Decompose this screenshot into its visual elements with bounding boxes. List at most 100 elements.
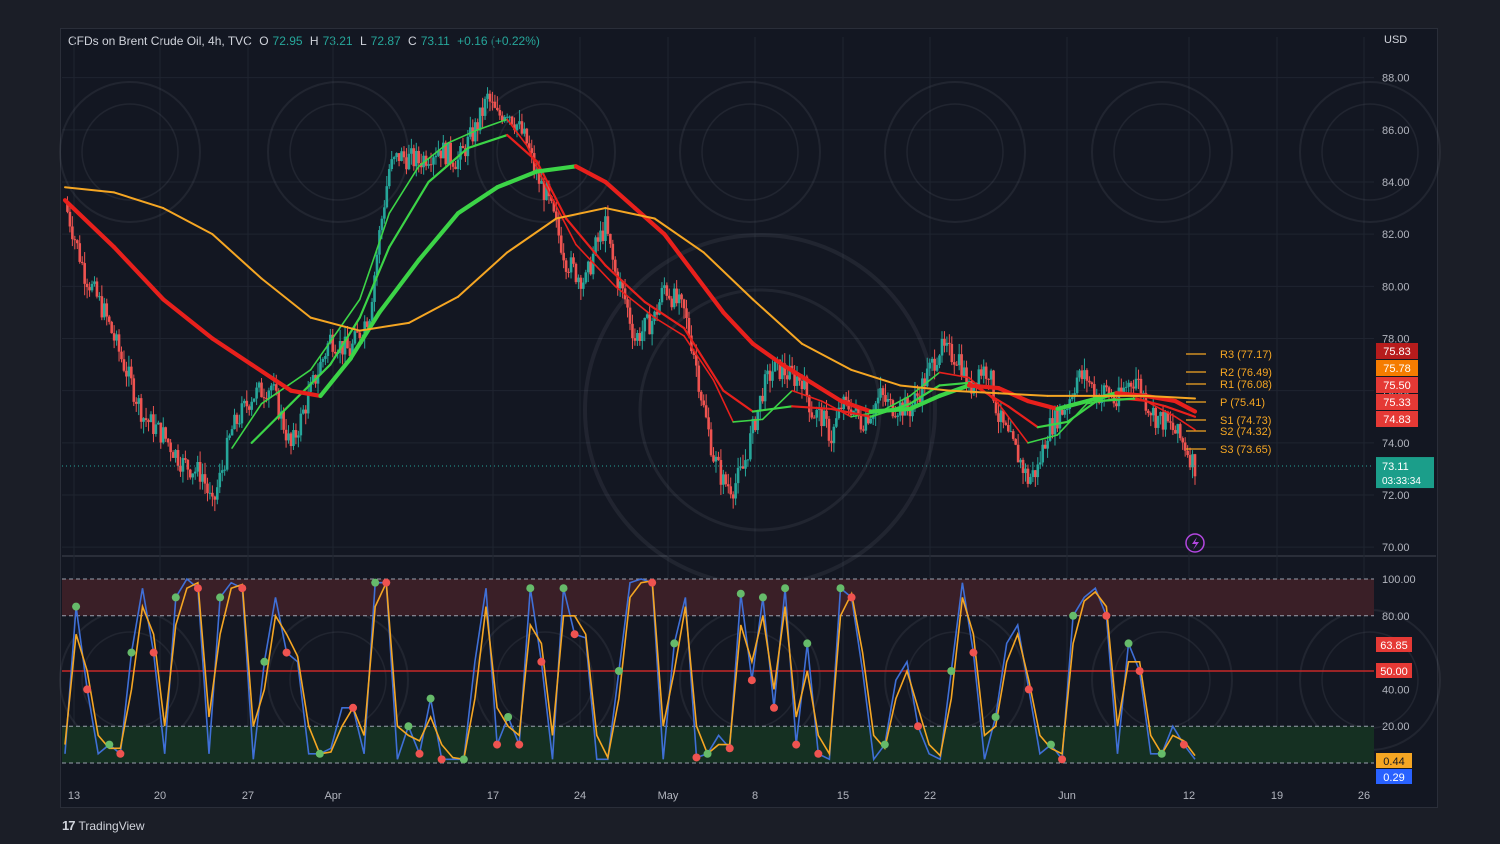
candle-body — [216, 487, 219, 500]
stoch-cross-dot — [914, 722, 923, 731]
candle-body — [274, 384, 278, 391]
ma-segment — [231, 402, 263, 449]
stoch-cross-dot — [493, 740, 502, 749]
stoch-value-tag: 50.00 — [1376, 663, 1412, 678]
candle-body — [628, 307, 632, 324]
candle-body — [166, 438, 170, 443]
ma-segment — [573, 164, 608, 185]
candle-body — [569, 257, 573, 273]
low-value: 72.87 — [370, 34, 401, 48]
candle-body — [1188, 455, 1192, 468]
price-tag: 75.50 — [1376, 377, 1418, 393]
lightning-icon[interactable] — [1185, 533, 1205, 553]
open-label: O — [259, 34, 269, 48]
candle-body — [771, 371, 774, 381]
candle-body — [938, 355, 941, 366]
candle-body — [812, 417, 816, 419]
price-tag-bg — [1376, 377, 1418, 393]
candle-body — [844, 396, 848, 401]
y-tick-label: 70.00 — [1382, 542, 1410, 554]
candle-body — [989, 370, 993, 380]
stoch-cross-dot — [238, 584, 247, 593]
candle-body — [810, 412, 814, 418]
candle-body — [402, 151, 406, 158]
stoch-cross-dot — [437, 755, 446, 764]
candle-body — [233, 414, 236, 430]
candle-body — [751, 418, 755, 434]
stoch-cross-dot — [792, 740, 801, 749]
ma-segment — [1173, 399, 1198, 414]
candle-body — [896, 415, 900, 417]
ma-segment — [1025, 399, 1060, 412]
candle-body — [1046, 440, 1049, 449]
candle-body — [545, 183, 548, 200]
candle-body — [1088, 380, 1091, 383]
close-value: 73.11 — [420, 34, 450, 48]
ma-segment — [526, 144, 548, 189]
stoch-cross-dot — [149, 648, 158, 657]
candle-body — [491, 101, 494, 103]
candle-body — [203, 474, 207, 484]
candle-body — [1154, 407, 1157, 428]
watermark-seal — [474, 81, 616, 223]
candle-body — [110, 321, 113, 334]
candle-body — [1024, 468, 1027, 474]
candle-body — [584, 272, 588, 283]
misc-marks — [1185, 533, 1205, 553]
price-tag-label: 75.83 — [1383, 346, 1411, 358]
stoch-cross-dot — [725, 744, 734, 753]
candle-body — [1102, 385, 1106, 396]
candle-body — [1019, 459, 1022, 463]
candle-body — [677, 294, 681, 304]
candle-body — [395, 153, 398, 158]
candle-body — [695, 355, 698, 366]
stoch-cross-dot — [847, 593, 856, 602]
candle-body — [1134, 378, 1138, 389]
candle-body — [1031, 470, 1035, 478]
candle-body — [451, 162, 455, 167]
stoch-cross-dot — [216, 593, 225, 602]
candle-body — [655, 311, 659, 315]
currency-label[interactable]: USD — [1384, 34, 1408, 46]
candle-body — [719, 460, 723, 485]
y-tick-label: 84.00 — [1382, 177, 1410, 189]
ma-segment — [751, 298, 803, 345]
candle-body — [520, 121, 524, 134]
ma-segment — [899, 384, 951, 392]
candle-body — [744, 460, 747, 469]
candle-body — [235, 414, 239, 424]
candle-body — [1090, 382, 1094, 385]
ma-segment — [575, 243, 617, 288]
ma-segment — [1084, 391, 1119, 404]
candle-body — [781, 363, 784, 380]
ma-segment — [683, 335, 715, 382]
candle-body — [1107, 387, 1111, 396]
candle-body — [1129, 382, 1133, 387]
stoch-cross-dot — [537, 657, 546, 666]
candle-body — [444, 142, 448, 165]
candle-body — [147, 420, 150, 423]
candle-body — [390, 159, 394, 170]
candle-body — [193, 471, 197, 474]
candle-body — [434, 155, 438, 158]
candle-body — [289, 433, 293, 447]
candle-body — [1048, 418, 1052, 441]
candle-body — [783, 363, 787, 376]
ma-segment — [506, 217, 558, 254]
ma-segment — [614, 285, 656, 319]
candle-body — [191, 473, 195, 478]
candle-body — [1149, 413, 1153, 416]
candle-body — [206, 483, 209, 494]
ma-segment — [1164, 405, 1197, 418]
ma-segment — [909, 371, 941, 397]
ma-segment — [791, 405, 833, 411]
pivot-label: R3 (77.17) — [1220, 349, 1272, 361]
candle-body — [1063, 409, 1067, 415]
candle-body — [1065, 409, 1069, 411]
candle-body — [220, 470, 224, 473]
tradingview-logo[interactable]: 17 TradingView — [62, 818, 145, 833]
stoch-value-tag-bg — [1376, 663, 1412, 678]
candle-body — [493, 101, 497, 108]
pivot-label: R1 (76.08) — [1220, 379, 1272, 391]
